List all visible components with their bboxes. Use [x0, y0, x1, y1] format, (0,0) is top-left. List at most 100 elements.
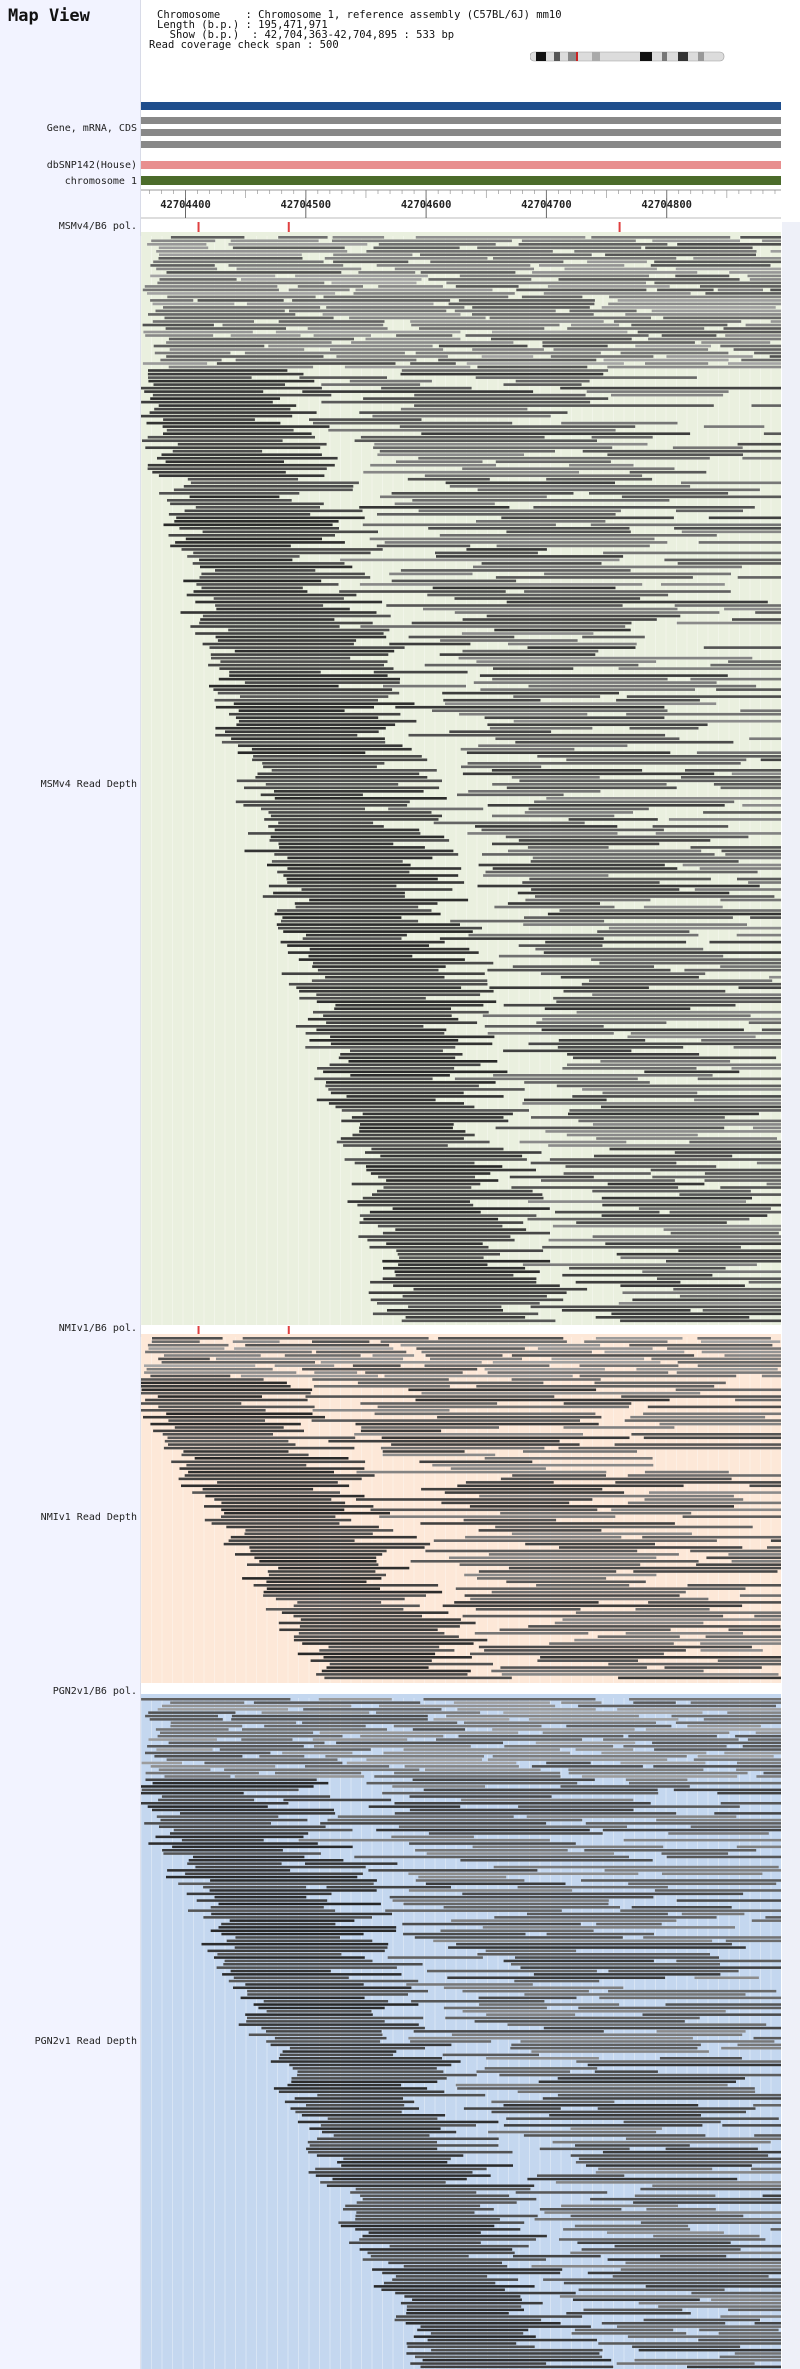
read-segment	[366, 1781, 578, 1785]
read-segment	[587, 2063, 781, 2067]
read-segment	[377, 1224, 503, 1228]
read-segment	[322, 313, 461, 316]
read-segment	[359, 411, 568, 414]
read-segment	[675, 1721, 781, 1725]
read-segment	[394, 267, 534, 271]
read-segment	[663, 1228, 781, 1231]
read-segment	[329, 1063, 481, 1067]
read-segment	[150, 1374, 231, 1378]
read-segment	[232, 246, 345, 250]
read-segment	[350, 2191, 477, 2194]
read-segment	[235, 358, 417, 362]
read-segment	[587, 260, 647, 264]
read-segment	[735, 1734, 781, 1738]
read-segment	[711, 2298, 781, 2302]
read-segment	[394, 1812, 677, 1815]
read-segment	[203, 1885, 307, 1889]
read-segment	[571, 2332, 687, 2335]
read-segment	[562, 1067, 697, 1070]
read-segment	[168, 1443, 296, 1446]
read-segment	[154, 407, 291, 411]
chromosome-ideogram[interactable]	[530, 51, 726, 63]
read-segment	[406, 2312, 509, 2315]
read-segment	[495, 1525, 753, 1529]
msm-read-pileup[interactable]	[141, 236, 781, 1323]
read-segment	[444, 1491, 625, 1494]
read-segment	[159, 1825, 326, 1829]
read-segment	[196, 583, 339, 586]
read-segment	[617, 1708, 781, 1711]
read-segment	[164, 1354, 261, 1357]
read-segment	[517, 1885, 668, 1889]
read-segment	[536, 1021, 667, 1025]
chromosome-bar[interactable]	[141, 176, 781, 185]
read-segment	[423, 607, 678, 611]
read-segment	[336, 355, 448, 358]
read-segment	[273, 2087, 428, 2090]
read-segment	[163, 432, 312, 436]
read-segment	[232, 1340, 280, 1343]
read-segment	[521, 295, 583, 299]
read-segment	[438, 1337, 564, 1340]
read-segment	[150, 397, 280, 400]
read-segment	[462, 649, 599, 653]
read-segment	[205, 1494, 365, 1498]
read-segment	[431, 2348, 603, 2352]
read-segment	[560, 1785, 690, 1788]
read-segment	[168, 534, 335, 537]
read-segment	[154, 1755, 243, 1758]
read-segment	[195, 632, 384, 635]
read-segment	[366, 250, 553, 253]
read-segment	[625, 1778, 688, 1782]
msm-polymorphism-marker[interactable]	[287, 222, 290, 232]
mrna-bar-1[interactable]	[141, 117, 781, 124]
read-segment	[290, 2107, 419, 2110]
read-segment	[599, 961, 781, 965]
read-segment	[770, 288, 781, 292]
gene-bar[interactable]	[141, 102, 781, 110]
dbsnp-bar[interactable]	[141, 161, 781, 169]
read-segment	[461, 632, 594, 635]
read-segment	[345, 2204, 481, 2208]
read-segment	[267, 1570, 376, 1573]
read-segment	[211, 1522, 340, 1525]
read-segment	[635, 344, 711, 348]
mrna-bar-2[interactable]	[141, 129, 781, 136]
read-segment	[274, 797, 447, 800]
read-segment	[410, 320, 604, 323]
nmi-read-pileup[interactable]	[141, 1337, 781, 1680]
read-segment	[720, 2315, 781, 2318]
read-segment	[581, 1879, 781, 1882]
read-segment	[448, 302, 595, 306]
nmi-polymorphism-marker[interactable]	[197, 1326, 200, 1334]
pgn-read-pileup[interactable]	[141, 1698, 781, 2369]
msm-polymorphism-marker[interactable]	[197, 222, 200, 232]
read-segment	[328, 1102, 464, 1105]
read-segment	[396, 2315, 583, 2318]
read-segment	[742, 1745, 781, 1748]
read-segment	[763, 1771, 781, 1775]
read-segment	[636, 1367, 778, 1371]
read-segment	[391, 579, 517, 583]
read-segment	[305, 1862, 398, 1865]
msm-polymorphism-marker[interactable]	[618, 222, 621, 232]
read-segment	[295, 1025, 424, 1028]
read-segment	[578, 2288, 725, 2292]
read-segment	[311, 979, 488, 983]
read-segment	[159, 278, 237, 281]
read-segment	[384, 2281, 496, 2285]
read-segment	[694, 1098, 781, 1102]
read-segment	[299, 989, 494, 993]
cds-bar[interactable]	[141, 141, 781, 148]
read-segment	[443, 698, 541, 702]
read-segment	[493, 1074, 713, 1077]
read-segment	[415, 1879, 525, 1882]
read-segment	[403, 2265, 508, 2268]
read-segment	[484, 716, 665, 720]
read-segment	[195, 1865, 366, 1869]
read-segment	[742, 456, 781, 460]
read-segment	[240, 695, 389, 698]
read-segment	[539, 2147, 630, 2151]
nmi-polymorphism-marker[interactable]	[287, 1326, 290, 1334]
